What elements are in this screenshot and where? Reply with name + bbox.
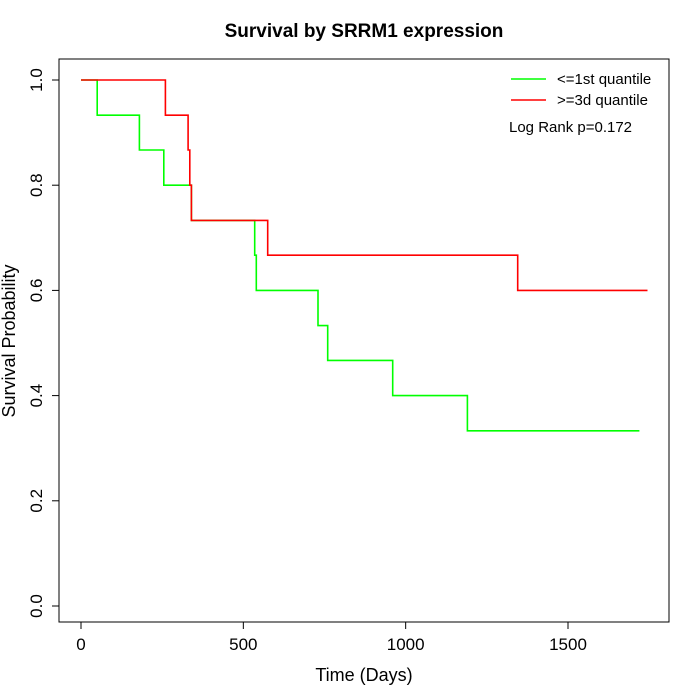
y-tick-label: 0.0 xyxy=(27,594,46,618)
log-rank-annotation: Log Rank p=0.172 xyxy=(509,119,632,136)
x-tick-label: 500 xyxy=(229,635,257,654)
y-axis: 0.0 0.2 0.4 0.6 0.8 1.0 xyxy=(27,68,59,618)
y-tick-label: 0.8 xyxy=(27,173,46,197)
x-axis: 0 500 1000 1500 xyxy=(76,621,587,654)
y-tick-label: 0.6 xyxy=(27,279,46,303)
y-axis-label: Survival Probability xyxy=(0,264,19,417)
y-tick-label: 1.0 xyxy=(27,68,46,92)
series-layer xyxy=(81,79,648,432)
y-tick-label: 0.2 xyxy=(27,489,46,513)
plot-frame xyxy=(58,58,670,623)
series-line-1 xyxy=(81,79,640,432)
x-tick-label: 0 xyxy=(76,635,85,654)
x-tick-label: 1500 xyxy=(549,635,587,654)
series-line-2 xyxy=(81,79,648,292)
legend-label-2: >=3d quantile xyxy=(557,92,648,109)
x-tick-label: 1000 xyxy=(387,635,425,654)
legend: <=1st quantile >=3d quantile xyxy=(511,71,651,109)
legend-label-1: <=1st quantile xyxy=(557,71,651,88)
y-tick-label: 0.4 xyxy=(27,384,46,408)
chart-title: Survival by SRRM1 expression xyxy=(225,21,504,42)
x-axis-label: Time (Days) xyxy=(315,665,412,685)
